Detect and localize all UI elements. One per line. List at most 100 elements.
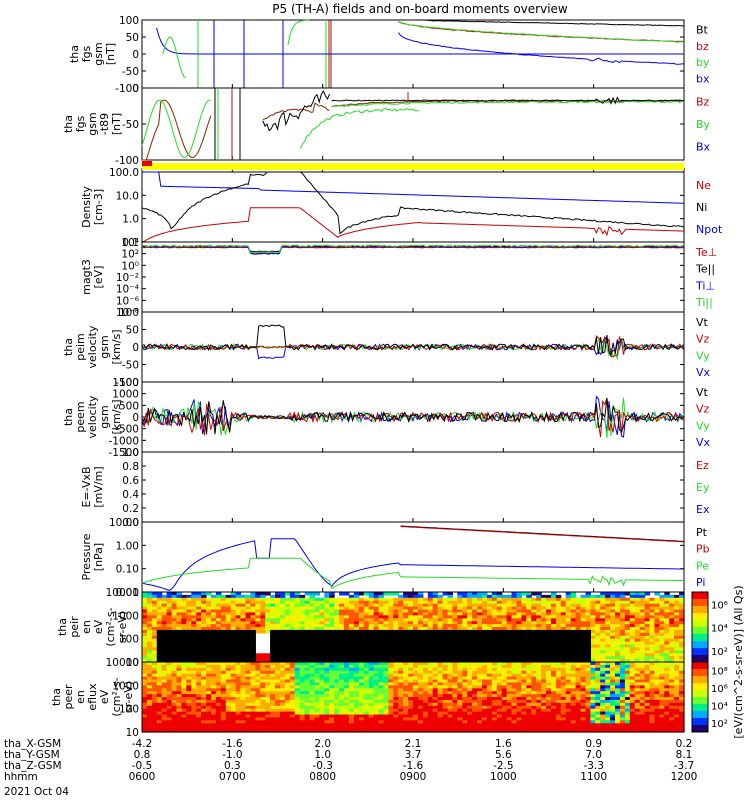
spectrogram-cell (368, 612, 375, 616)
spectrogram-cell (629, 650, 636, 654)
spectrogram-cell (403, 612, 409, 616)
spectrogram-cell (417, 624, 424, 628)
spectrogram-cell (151, 659, 158, 663)
spectrogram-cell (541, 603, 547, 608)
spectrogram-cell (521, 644, 527, 649)
spectrogram-cell (610, 592, 616, 596)
spectrogram-cell (486, 632, 493, 637)
spectrogram-cell (289, 705, 296, 710)
spectrogram-cell (270, 708, 276, 713)
spectrogram-cell (191, 597, 197, 602)
spectrogram-cell (634, 632, 641, 637)
spectrogram-cell (284, 612, 291, 616)
spectrogram-cell (521, 729, 527, 733)
spectrogram-cell (373, 600, 380, 605)
spectrogram-cell (358, 618, 365, 622)
spectrogram-cell (270, 629, 276, 634)
spectrogram-cell (536, 694, 542, 698)
spectrogram-cell (156, 711, 163, 716)
spectrogram-cell (531, 606, 537, 611)
spectrogram-cell (378, 627, 384, 631)
spectrogram-cell (289, 606, 296, 611)
spectrogram-cell (260, 670, 266, 675)
spectrogram-cell (393, 609, 399, 613)
spectrogram-cell (191, 644, 197, 649)
spectrogram-cell (309, 682, 315, 686)
spectrogram-cell (348, 615, 355, 619)
spectrogram-cell (437, 685, 444, 689)
spectrogram-cell (486, 676, 493, 681)
spectrogram-cell (294, 726, 301, 730)
spectrogram-cell (314, 624, 320, 628)
series-Vt (141, 324, 685, 358)
spectrogram-cell (477, 688, 483, 692)
spectrogram-cell (225, 679, 232, 683)
spectrogram-cell (585, 612, 591, 616)
spectrogram-cell (393, 664, 399, 669)
spectrogram-cell (344, 632, 350, 637)
spectrogram-cell (482, 697, 488, 701)
spectrogram-cell (422, 609, 429, 613)
spectrogram-cell (654, 647, 660, 651)
spectrogram-cell (196, 676, 202, 681)
spectrogram-cell (674, 650, 680, 654)
spectrogram-cell (452, 699, 458, 704)
spectrogram-cell (299, 603, 306, 608)
spectrogram-cell (304, 697, 311, 701)
spectrogram-cell (413, 699, 419, 704)
spectrogram-cell (393, 618, 399, 622)
spectrogram-cell (482, 594, 488, 599)
spectrogram-cell (521, 694, 527, 698)
spectrogram-cell (570, 618, 577, 622)
spectrogram-cell (255, 629, 261, 634)
legend-vx: Vx (696, 436, 711, 449)
spectrogram-cell (373, 606, 380, 611)
spectrogram-cell (496, 597, 503, 602)
spectrogram-cell (669, 603, 675, 608)
spectrogram-cell (526, 632, 532, 637)
spectrogram-cell (383, 641, 389, 646)
spectrogram-cell (255, 702, 261, 707)
spectrogram-cell (590, 594, 596, 599)
spectrogram-cell (171, 711, 178, 716)
spectrogram-cell (284, 592, 291, 596)
spectrogram-cell (486, 717, 493, 721)
spectrogram-cell (220, 653, 227, 657)
spectrogram-cell (516, 656, 522, 660)
spectrogram-cell (477, 699, 483, 704)
spectrogram-cell (511, 656, 518, 660)
spectrogram-cell (353, 609, 360, 613)
spectrogram-cell (142, 685, 148, 689)
spectrogram-cell (245, 702, 251, 707)
spectrogram-cell (511, 603, 517, 608)
spectrogram-cell (353, 603, 360, 608)
spectrogram-cell (422, 697, 429, 701)
spectrogram-cell (146, 627, 153, 631)
spectrogram-cell (477, 594, 483, 599)
spectrogram-cell (521, 606, 527, 611)
spectrogram-cell (546, 647, 552, 651)
spectrogram-cell (417, 618, 424, 622)
spectrogram-cell (585, 597, 591, 602)
spectrogram-cell (186, 647, 192, 651)
spectrogram-cell (230, 714, 237, 718)
spectrogram-cell (501, 711, 508, 716)
spectrogram-cell (289, 662, 296, 666)
ytick-label: 100 (119, 634, 139, 646)
spectrogram-cell (245, 699, 251, 704)
spectrogram-cell (546, 635, 552, 640)
spectrogram-cell (427, 682, 434, 686)
spectrogram-cell (215, 609, 222, 613)
spectrogram-cell (624, 638, 631, 643)
spectrogram-cell (319, 662, 325, 666)
spectrogram-cell (235, 688, 242, 692)
spectrogram-cell (215, 717, 222, 721)
spectrogram-cell (408, 664, 414, 669)
spectrogram-cell (501, 627, 508, 631)
spectrogram-cell (432, 603, 439, 608)
spectrogram-cell (260, 618, 266, 622)
spectrogram-cell (294, 685, 301, 689)
spectrogram-cell (289, 667, 296, 672)
spectrogram-cell (324, 682, 330, 686)
spectrogram-cell (240, 662, 246, 666)
